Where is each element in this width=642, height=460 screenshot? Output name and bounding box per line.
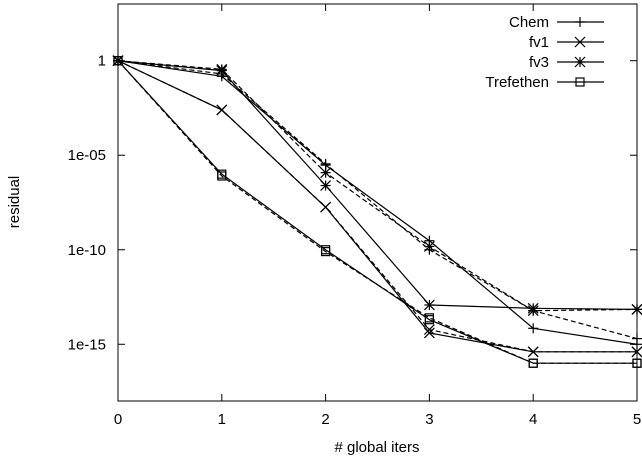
x-tick-label: 3: [425, 411, 433, 428]
y-tick-label: 1e-10: [68, 242, 106, 259]
series-line: [117, 60, 638, 340]
series-layer: [112, 55, 642, 368]
x-tick-label: 1: [218, 411, 226, 428]
data-point: [320, 158, 331, 169]
legend-marker: [575, 17, 585, 27]
series-line: [117, 60, 638, 311]
data-point: [528, 358, 538, 368]
y-tick-label: 1e-15: [68, 336, 106, 353]
series-line: [117, 60, 638, 345]
series-fv3: [112, 55, 642, 315]
x-tick-label: 2: [321, 411, 329, 428]
data-point: [113, 56, 123, 66]
data-point: [528, 323, 539, 334]
data-point: [423, 241, 435, 252]
data-point: [216, 104, 228, 116]
data-point: [423, 327, 435, 339]
data-point: [321, 246, 331, 257]
plot-frame: [117, 3, 638, 402]
series-trefethen: [113, 56, 642, 368]
data-point: [424, 313, 434, 323]
legend-marker: [575, 77, 585, 87]
legend-entry: Trefethen: [485, 74, 604, 91]
series-chem: [113, 55, 642, 350]
legend-label: Chem: [509, 14, 549, 31]
series-reference-1: [113, 55, 642, 344]
legend-label: fv3: [529, 54, 549, 71]
data-point: [527, 305, 539, 317]
x-tick-label: 5: [633, 411, 641, 428]
data-point: [632, 333, 642, 344]
data-point: [423, 324, 435, 335]
y-tick-label: 1e-05: [68, 147, 106, 164]
data-point: [423, 299, 435, 311]
data-point: [527, 346, 539, 358]
data-point: [320, 167, 332, 179]
data-point: [631, 303, 642, 315]
x-tick-label: 4: [529, 411, 537, 428]
data-point: [632, 358, 642, 368]
legend-entry: Chem: [509, 14, 604, 31]
data-point: [631, 346, 642, 358]
y-tick-label: 1: [98, 53, 106, 70]
x-tick-label: 0: [114, 411, 122, 428]
series-reference-5: [112, 55, 642, 317]
legend-label: fv1: [529, 34, 549, 51]
data-point: [320, 201, 332, 213]
data-point: [216, 63, 228, 75]
data-point: [217, 171, 227, 181]
legend: Chem fv1 fv3 Trefethen: [485, 14, 604, 91]
series-line: [117, 60, 637, 353]
series-line: [117, 60, 637, 353]
data-point: [320, 180, 332, 191]
legend-entry: fv1: [529, 34, 604, 51]
series-line: [117, 60, 637, 364]
legend-marker: [574, 56, 586, 68]
legend-label: Trefethen: [485, 74, 549, 91]
legend-marker: [574, 36, 586, 48]
series-reference-7: [113, 56, 642, 368]
y-axis-label: residual: [6, 176, 23, 229]
series-line: [117, 60, 638, 312]
x-axis-label: # global iters: [334, 439, 419, 456]
legend-entry: fv3: [529, 54, 604, 71]
axis-ticks: 0 1 2 3 4 5 1 1e-05 1e-10 1e-15: [68, 4, 641, 428]
